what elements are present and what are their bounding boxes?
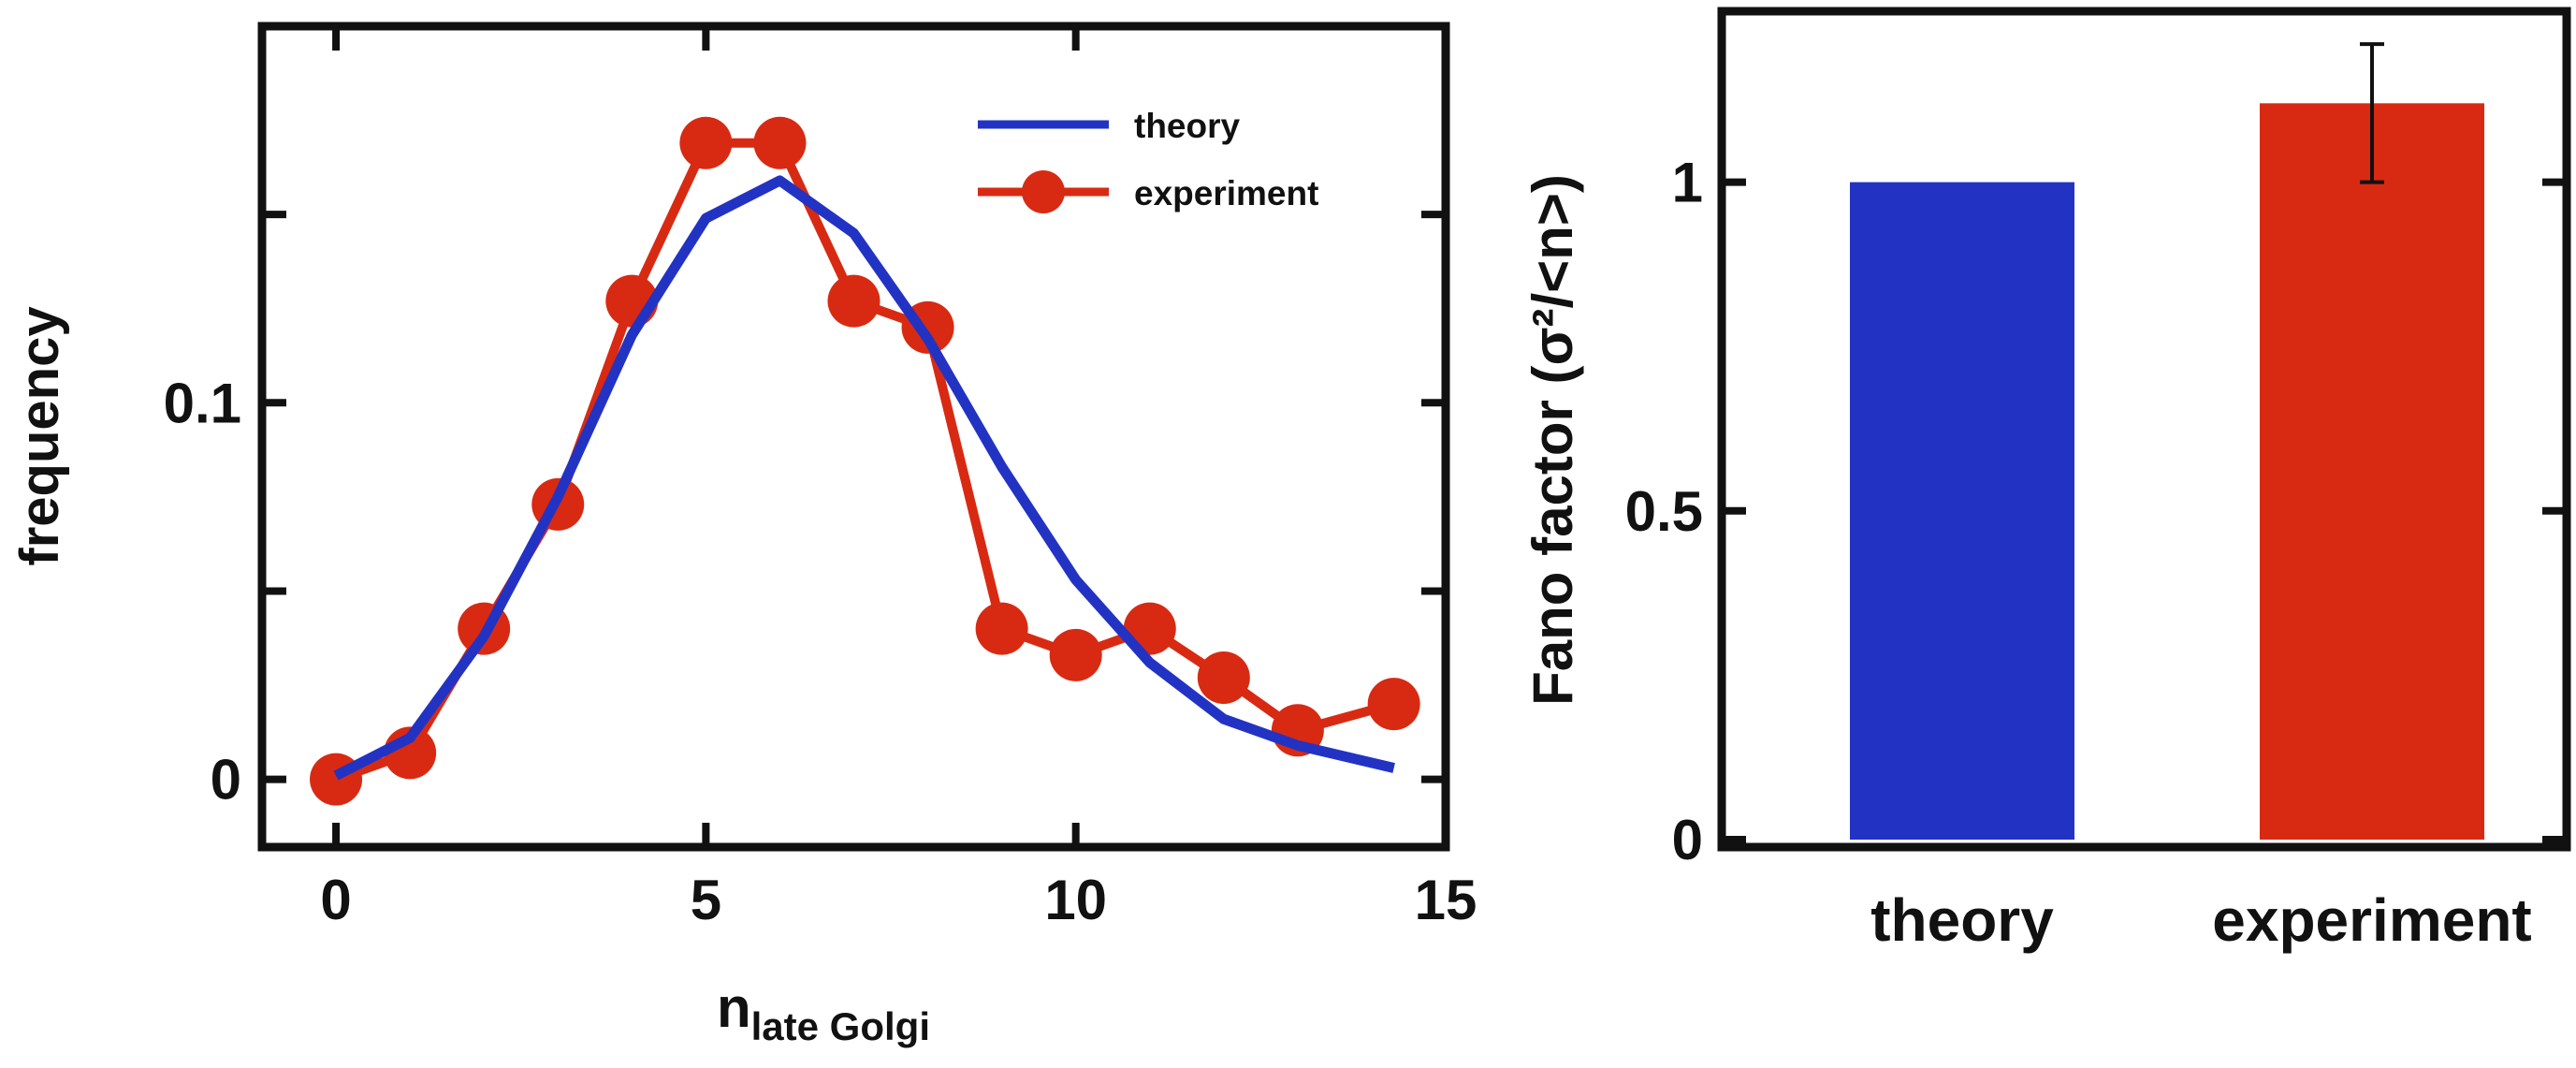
right-axis-ticks [1722,178,2567,843]
left-series-lines [333,138,1395,784]
x-tick-label: 5 [691,869,721,931]
bar-experiment [2260,103,2484,841]
right-y-tick-label: 0 [1672,809,1703,871]
experiment-line [334,138,1395,784]
x-axis-label-main: n [717,976,751,1039]
legend-experiment-label: experiment [1134,174,1318,212]
left-y-axis-label: frequency [9,306,70,565]
y-tick-label: 0.1 [164,372,241,434]
right-category-labels: theory experiment [1870,886,2532,954]
right-plot-frame [1717,7,2571,852]
right-tick-labels: 00.51 [1625,152,1703,871]
x-tick-label: 10 [1044,869,1107,931]
fano-factor-bar-chart: 00.51 theory experiment Fano factor (σ²/<… [1521,7,2571,954]
category-label-theory: theory [1870,886,2054,954]
left-legend: theory experiment [978,107,1318,213]
left-axis-ticks [262,26,1449,847]
right-y-tick-label: 1 [1672,152,1703,214]
right-y-tick-label: 0.5 [1625,480,1703,543]
x-tick-label: 15 [1415,869,1477,931]
x-tick-label: 0 [320,869,351,931]
x-axis-label-subscript: late Golgi [751,1004,930,1048]
theory-line [333,175,1395,781]
right-bars [1850,103,2484,841]
left-tick-labels: 0 5 10 15 0 0.1 [164,372,1477,931]
right-y-axis-label: Fano factor (σ²/<n>) [1521,174,1584,706]
category-label-experiment: experiment [2212,886,2531,954]
right-error-bars [2360,42,2384,184]
y-tick-label: 0 [211,749,241,812]
legend-experiment-marker [1022,170,1065,213]
frequency-line-chart: 0 5 10 15 0 0.1 frequency nlate Golgi theory … [9,22,1477,1048]
left-x-axis-label: nlate Golgi [717,976,930,1048]
left-plot-frame [257,22,1450,852]
legend-theory-label: theory [1134,107,1241,145]
bar-theory [1850,182,2074,841]
